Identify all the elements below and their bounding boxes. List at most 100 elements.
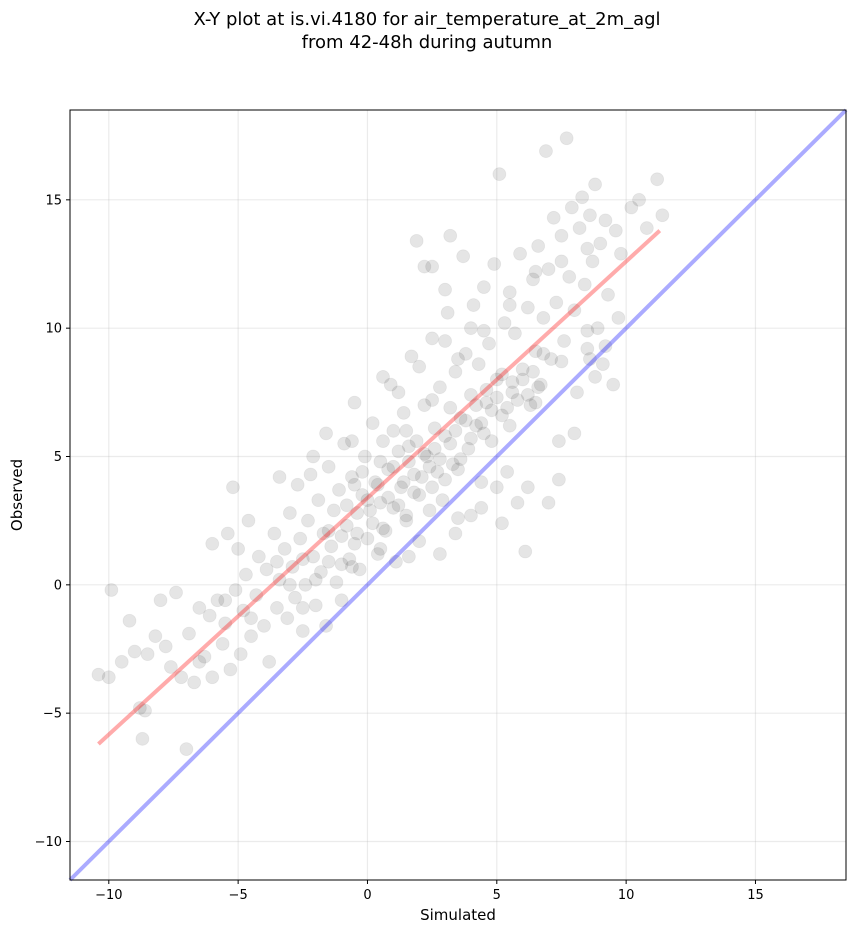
scatter-point [365,516,380,531]
scatter-point [376,521,390,536]
scatter-point [218,593,233,608]
scatter-point [448,423,463,438]
scatter-point [345,559,359,574]
scatter-point [295,552,310,567]
scatter-point [484,434,499,449]
scatter-point [386,423,401,438]
grid [70,110,846,880]
scatter-point [251,549,266,564]
scatter-point [101,670,116,685]
scatter-point [554,254,569,269]
scatter-point [611,310,626,325]
scatter-point [469,418,484,433]
scatter-point [598,339,613,354]
scatter-point [337,436,352,451]
scatter-point [409,233,424,248]
scatter-point [376,434,390,449]
scatter-point [285,559,300,574]
scatter-point [476,280,491,295]
scatter-point [606,377,621,392]
scatter-point [249,588,264,602]
scatter-point [401,549,416,564]
scatter-point [373,542,388,556]
scatter-point [282,577,297,592]
scatter-point [528,264,543,279]
scatter-point [500,464,515,479]
scatter-point [319,426,333,441]
scatter-point [425,480,440,495]
scatter-point [272,470,287,484]
scatter-point [226,480,240,495]
scatter-point [541,262,556,277]
scatter-point [445,457,460,472]
scatter-point [290,477,305,492]
scatter-point [523,398,538,413]
scatter-point [347,536,362,551]
scatter-point [451,462,465,477]
scatter-point [505,385,520,400]
scatter-point [513,246,527,261]
scatter-point [293,531,308,546]
scatter-point [350,506,365,520]
y-tick-label: 10 [45,322,62,337]
scatter-point [458,346,473,361]
scatter-point [479,395,494,410]
scatter-point [174,670,189,685]
scatter-point [427,421,442,436]
scatter-point [407,485,421,500]
scatter-point [583,208,597,223]
scatter-point [295,601,310,615]
scatter-point [378,524,393,538]
scatter-point [608,223,623,238]
scatter-point [233,647,248,662]
scatter-point [432,452,447,466]
scatter-point [376,370,390,384]
scatter-point [396,475,411,490]
scatter-point [350,526,365,541]
scatter-point [138,703,152,718]
scatter-point [288,590,302,605]
scatter-point [580,323,595,338]
scatter-point [515,372,530,387]
scatter-point [479,382,494,397]
scatter-point [476,426,491,441]
scatter-point [577,277,592,292]
scatter-point [476,323,491,338]
scatter-point [541,495,556,510]
scatter-point [510,393,525,407]
scatter-point [231,542,246,556]
scatter-point [334,529,349,543]
scatter-point [502,285,517,300]
scatter-point [407,467,421,482]
scatter-point [272,572,287,587]
scatter-point [559,131,574,146]
scatter-point [508,326,522,341]
scatter-point [347,477,362,492]
scatter-point [259,562,274,577]
scatter-point [91,667,106,682]
scatter-point [321,524,336,538]
scatter-point [228,583,243,597]
scatter-point [526,272,540,287]
scatter-point [365,416,380,431]
x-tick-label: −5 [229,888,248,903]
scatter-point [368,475,383,490]
scatter-point [464,431,478,446]
scatter-point [520,387,535,402]
scatter-point [520,480,535,495]
scatter-point [386,500,401,515]
scatter-point [487,257,502,271]
scatter-point [179,742,194,756]
scatter-point [238,567,253,582]
scatter-point [471,357,486,372]
x-tick-label: 15 [747,888,764,903]
scatter-point [370,477,385,492]
chart-title: X-Y plot at is.vi.4180 for air_temperatu… [0,8,854,54]
scatter-point [580,341,595,356]
scatter-point [412,534,427,549]
scatter-point [373,495,388,510]
scatter-point [391,385,406,400]
scatter-point [197,649,212,664]
scatter-point [132,701,147,715]
scatter-point [355,464,370,479]
